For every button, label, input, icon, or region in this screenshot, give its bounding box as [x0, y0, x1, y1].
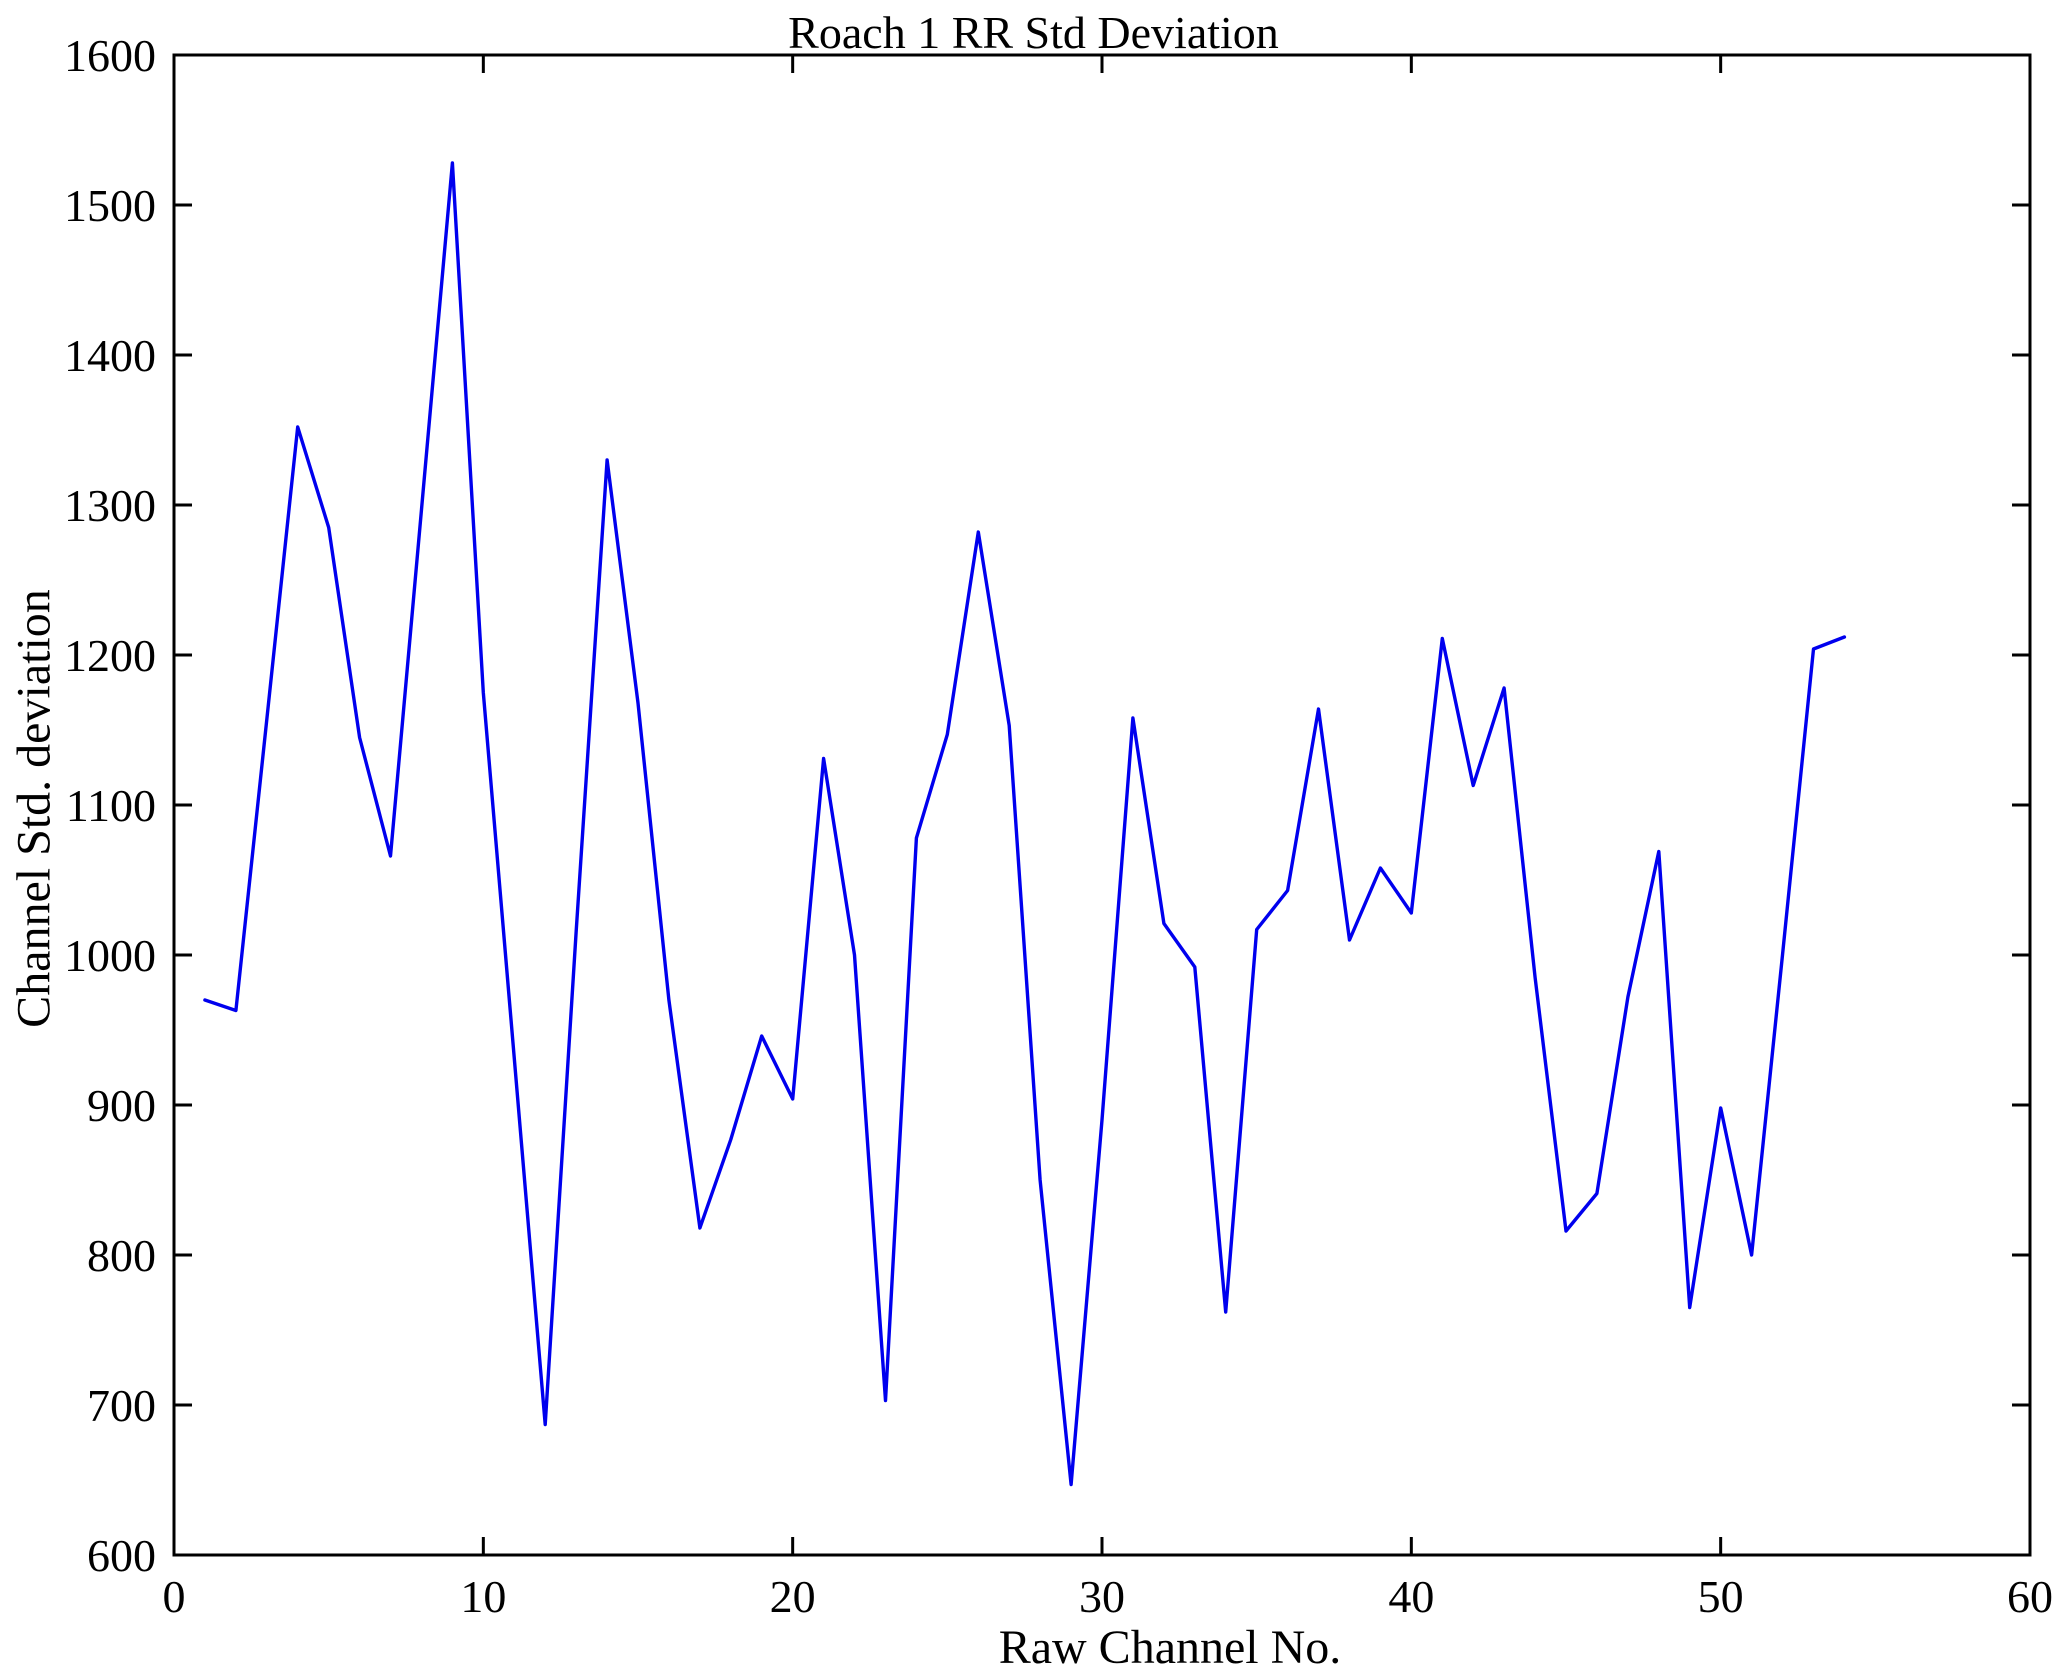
x-tick-label: 60	[2007, 1571, 2053, 1622]
x-axis-label: Raw Channel No.	[0, 1620, 2067, 1675]
x-tick-label: 50	[1698, 1571, 1744, 1622]
y-tick-label: 1400	[64, 330, 156, 381]
x-axis-label-text: Raw Channel No.	[998, 1621, 1342, 1674]
x-tick-label: 30	[1079, 1571, 1125, 1622]
y-tick-label: 700	[87, 1380, 156, 1431]
y-tick-label: 800	[87, 1230, 156, 1281]
plot-box	[172, 53, 2032, 1557]
data-line	[203, 161, 1847, 1487]
y-tick-label: 1000	[64, 930, 156, 981]
y-tick-label: 1500	[64, 180, 156, 231]
chart-title: Roach 1 RR Std Deviation	[788, 7, 1279, 58]
y-tick-label: 1200	[64, 630, 156, 681]
y-tick-label: 600	[87, 1530, 156, 1581]
y-tick-label: 1600	[64, 30, 156, 81]
y-tick-label: 1300	[64, 480, 156, 531]
x-tick-label: 40	[1388, 1571, 1434, 1622]
x-tick-label: 20	[770, 1571, 816, 1622]
y-tick-label: 1100	[66, 780, 156, 831]
x-tick-label: 0	[163, 1571, 186, 1622]
x-tick-label: 10	[460, 1571, 506, 1622]
y-tick-label: 900	[87, 1080, 156, 1131]
y-axis-label: Channel Std. deviation	[7, 589, 61, 1028]
